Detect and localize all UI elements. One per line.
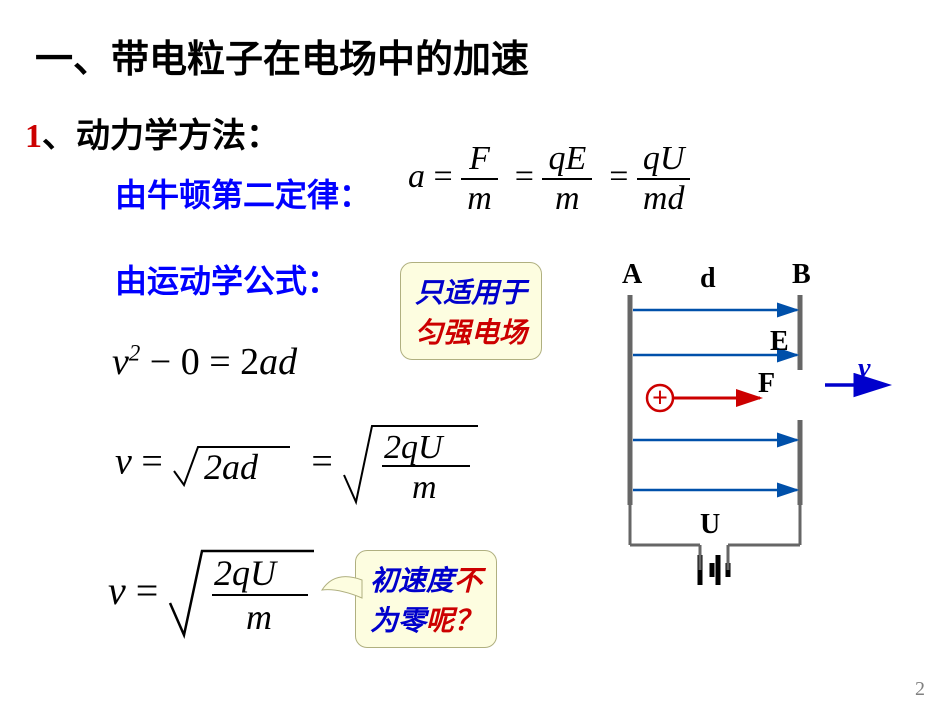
eq-sign-5: = [141, 441, 162, 483]
eq-sign-2: = [515, 158, 534, 195]
svg-text:m: m [412, 469, 437, 506]
callout1-line2: 匀强电场 [415, 311, 527, 351]
callout2-tail [320, 560, 365, 610]
den-m: m [461, 180, 498, 218]
formula-acceleration: a = Fm = qEm = qUmd [408, 140, 690, 218]
svg-text:2qU: 2qU [214, 553, 278, 593]
zero: 0 [181, 341, 200, 383]
c2-t1: 初速度 [370, 566, 454, 597]
callout2-line1: 初速度不 [370, 559, 482, 599]
label-B: B [792, 259, 811, 290]
svg-text:2ad: 2ad [204, 447, 259, 487]
formula-v-final: v = 2qU m [108, 545, 318, 645]
kinematics-label: 由运动学公式： [115, 256, 339, 302]
formula-v-squared: v2 − 0 = 22adad [112, 340, 297, 384]
label-E: E [770, 326, 789, 357]
svg-text:+: + [652, 383, 668, 414]
c2-t3: 为零 [370, 606, 426, 637]
svg-text:m: m [246, 597, 272, 637]
den-md: md [637, 180, 691, 218]
minus-sign: − [150, 341, 171, 383]
callout-initial-velocity: 初速度不 为零呢？ [355, 550, 497, 648]
den-m2: m [542, 180, 592, 218]
eq-sign-6: = [311, 441, 332, 483]
var-a: a [408, 158, 425, 195]
newton-law-label: 由牛顿第二定律： [115, 170, 371, 216]
callout-uniform-field: 只适用于 匀强电场 [400, 262, 542, 360]
section-title: 一、带电粒子在电场中的加速 [35, 28, 529, 83]
subtitle-text: 、动力学方法： [42, 118, 280, 155]
c2-t4: 呢？ [426, 606, 482, 637]
svg-text:2qU: 2qU [384, 429, 445, 466]
sqrt-2qU-m: 2qU m [342, 420, 482, 510]
callout1-line1: 只适用于 [415, 271, 527, 311]
label-v: v [858, 353, 871, 384]
eq-sign: = [434, 158, 453, 195]
num-F: F [461, 140, 498, 180]
eq-sign-3: = [609, 158, 628, 195]
callout2-line2: 为零呢？ [370, 599, 482, 639]
subtitle-number: 1 [25, 118, 42, 155]
c2-t2: 不 [454, 566, 482, 597]
sqrt-2ad: 2ad [172, 441, 292, 489]
eq-sign-4: = [209, 341, 230, 383]
num-qE: qE [542, 140, 592, 180]
label-F: F [758, 368, 775, 399]
circuit-diagram: + A B d E F U v [600, 255, 920, 595]
var-v3: v [108, 568, 126, 613]
formula-v-sqrt: v = 2ad = 2qU m [115, 420, 482, 510]
label-U: U [700, 509, 720, 540]
label-d: d [700, 263, 716, 294]
label-A: A [622, 259, 643, 290]
subtitle: 1、动力学方法： [25, 108, 280, 157]
num-qU: qU [637, 140, 691, 180]
sup-2: 2 [129, 340, 140, 365]
eq-sign-7: = [136, 568, 159, 613]
page-number: 2 [915, 678, 925, 701]
sqrt-final: 2qU m [168, 545, 318, 645]
var-v: v [112, 341, 129, 383]
var-v2: v [115, 441, 132, 483]
